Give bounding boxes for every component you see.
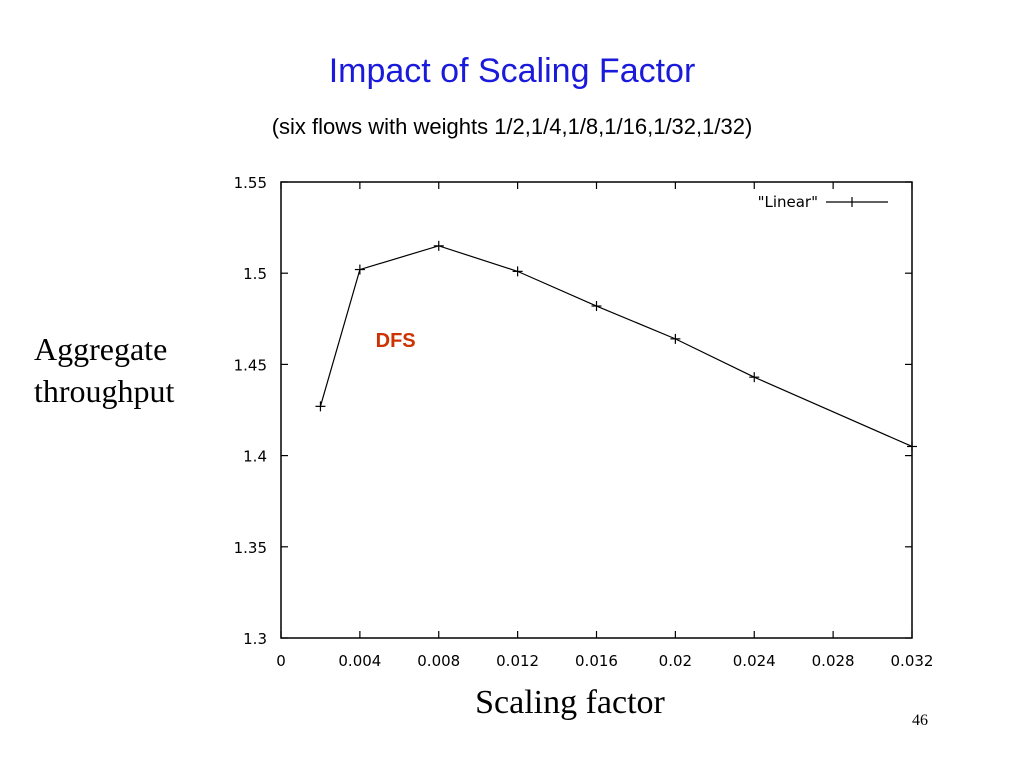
- x-tick-label: 0.024: [733, 652, 776, 670]
- data-point-marker: [670, 333, 681, 344]
- y-tick-label: 1.55: [234, 174, 267, 192]
- annotation-label: DFS: [376, 330, 416, 352]
- page-number: 46: [912, 712, 928, 729]
- x-tick-label: 0: [276, 652, 286, 670]
- y-tick-label: 1.45: [234, 356, 267, 374]
- x-tick-label: 0.02: [659, 652, 692, 670]
- data-point-marker: [907, 441, 917, 452]
- legend-label: "Linear": [758, 193, 818, 211]
- data-point-marker: [591, 301, 602, 312]
- y-tick-label: 1.3: [243, 630, 267, 648]
- data-point-marker: [749, 372, 760, 383]
- y-axis-label-line-2: throughput: [34, 373, 175, 409]
- data-point-marker: [354, 264, 365, 275]
- x-tick-label: 0.032: [891, 652, 934, 670]
- y-tick-label: 1.35: [234, 539, 267, 557]
- y-axis-label: Aggregate throughput: [34, 328, 174, 412]
- x-tick-label: 0.028: [812, 652, 855, 670]
- y-axis-label-line-1: Aggregate: [34, 331, 168, 367]
- x-axis-label: Scaling factor: [475, 684, 665, 721]
- plot-frame: [280, 181, 913, 639]
- data-point-marker: [315, 401, 326, 412]
- y-tick-label: 1.5: [243, 265, 267, 283]
- data-point-marker: [512, 266, 523, 277]
- x-tick-label: 0.016: [575, 652, 618, 670]
- series-line: [319, 245, 913, 448]
- x-tick-label: 0.012: [496, 652, 539, 670]
- y-tick-label: 1.4: [243, 448, 267, 466]
- x-tick-label: 0.004: [338, 652, 381, 670]
- data-point-marker: [433, 240, 444, 251]
- x-tick-label: 0.008: [417, 652, 460, 670]
- slide-subtitle: (six flows with weights 1/2,1/4,1/8,1/16…: [271, 114, 753, 139]
- slide-title: Impact of Scaling Factor: [328, 52, 696, 90]
